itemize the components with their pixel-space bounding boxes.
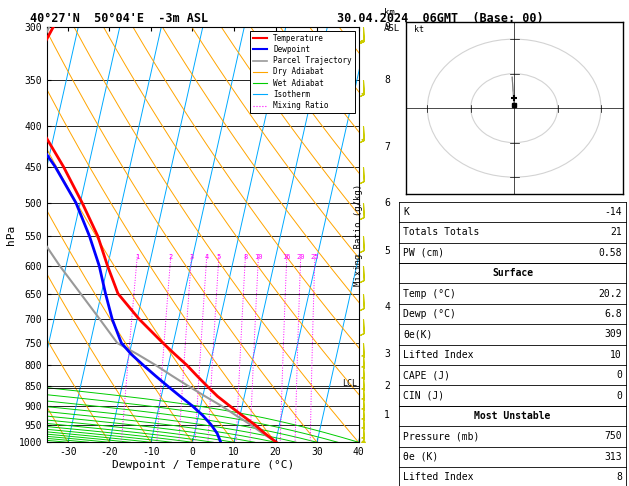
Text: 4: 4 [204, 254, 209, 260]
Text: 6.8: 6.8 [604, 309, 622, 319]
Text: km: km [384, 8, 395, 17]
Text: 2: 2 [169, 254, 172, 260]
Text: θe(K): θe(K) [403, 330, 433, 339]
Text: 5: 5 [384, 246, 390, 256]
Text: 20.2: 20.2 [599, 289, 622, 298]
Text: 3: 3 [189, 254, 193, 260]
Text: 40°27'N  50°04'E  -3m ASL: 40°27'N 50°04'E -3m ASL [30, 12, 209, 25]
Text: 5: 5 [216, 254, 221, 260]
Text: Pressure (mb): Pressure (mb) [403, 432, 479, 441]
Text: Most Unstable: Most Unstable [474, 411, 551, 421]
X-axis label: Dewpoint / Temperature (°C): Dewpoint / Temperature (°C) [112, 460, 294, 470]
Text: LCL: LCL [342, 379, 357, 388]
Text: Totals Totals: Totals Totals [403, 227, 479, 237]
Text: ASL: ASL [384, 24, 400, 34]
Text: 8: 8 [243, 254, 247, 260]
Text: K: K [403, 207, 409, 217]
Text: 4: 4 [384, 302, 390, 312]
Text: CIN (J): CIN (J) [403, 391, 444, 400]
Text: kt: kt [415, 25, 425, 34]
Text: -14: -14 [604, 207, 622, 217]
Text: Dewp (°C): Dewp (°C) [403, 309, 456, 319]
Text: 10: 10 [254, 254, 262, 260]
Text: 30.04.2024  06GMT  (Base: 00): 30.04.2024 06GMT (Base: 00) [337, 12, 543, 25]
Text: θe (K): θe (K) [403, 452, 438, 462]
Text: CAPE (J): CAPE (J) [403, 370, 450, 380]
Legend: Temperature, Dewpoint, Parcel Trajectory, Dry Adiabat, Wet Adiabat, Isotherm, Mi: Temperature, Dewpoint, Parcel Trajectory… [250, 31, 355, 113]
Text: 1: 1 [384, 410, 390, 420]
Text: 16: 16 [282, 254, 291, 260]
Text: 7: 7 [384, 142, 390, 152]
Text: PW (cm): PW (cm) [403, 248, 444, 258]
Text: 0: 0 [616, 370, 622, 380]
Text: 3: 3 [384, 349, 390, 359]
Text: 0: 0 [616, 391, 622, 400]
Text: 9: 9 [384, 22, 390, 32]
Text: 313: 313 [604, 452, 622, 462]
Text: Mixing Ratio (g/kg): Mixing Ratio (g/kg) [354, 183, 363, 286]
Text: 2: 2 [384, 381, 390, 391]
Y-axis label: hPa: hPa [6, 225, 16, 244]
Text: 0.58: 0.58 [599, 248, 622, 258]
Text: Surface: Surface [492, 268, 533, 278]
Text: 6: 6 [384, 198, 390, 208]
Text: 8: 8 [384, 75, 390, 85]
Text: Lifted Index: Lifted Index [403, 350, 474, 360]
Text: 1: 1 [135, 254, 139, 260]
Text: 10: 10 [610, 350, 622, 360]
Text: Temp (°C): Temp (°C) [403, 289, 456, 298]
Text: 20: 20 [296, 254, 305, 260]
Text: 750: 750 [604, 432, 622, 441]
Text: 25: 25 [311, 254, 319, 260]
Text: Lifted Index: Lifted Index [403, 472, 474, 482]
Text: 8: 8 [616, 472, 622, 482]
Text: 309: 309 [604, 330, 622, 339]
Text: 21: 21 [610, 227, 622, 237]
